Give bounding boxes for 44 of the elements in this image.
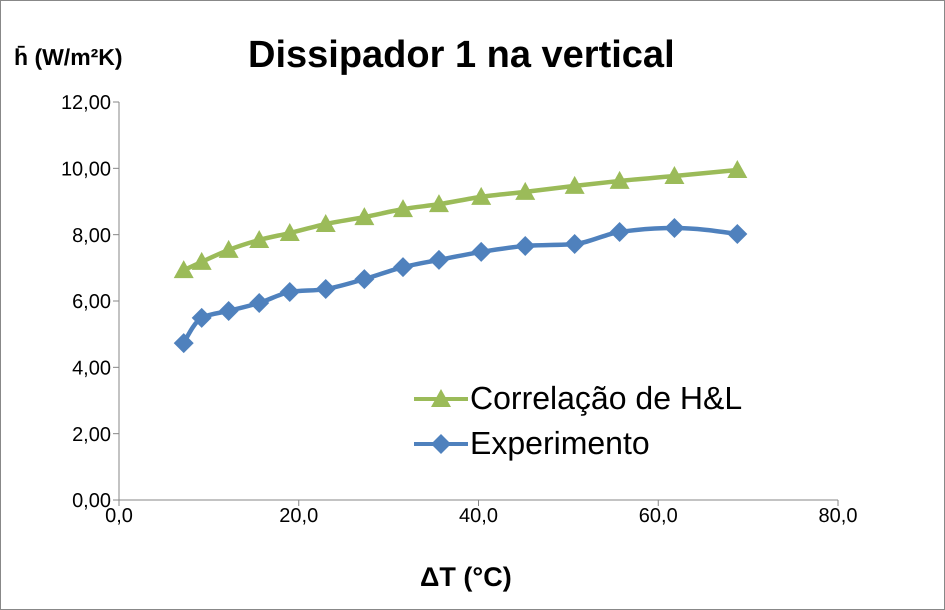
point (610, 222, 630, 242)
point (727, 224, 748, 244)
point (174, 333, 194, 354)
legend-label: Correlação de H&L (470, 380, 742, 417)
point (249, 292, 270, 313)
y-tick-label: 4,00 (72, 357, 111, 380)
legend-label: Experimento (470, 425, 650, 462)
y-tick-label: 12,00 (60, 92, 111, 114)
point (727, 160, 748, 178)
point (192, 252, 212, 270)
point (428, 194, 449, 212)
point (515, 236, 536, 256)
point (280, 223, 300, 242)
x-tick-label: 80,0 (818, 505, 858, 528)
y-tick-label: 2,00 (72, 424, 111, 446)
point (564, 234, 585, 254)
point (316, 279, 336, 300)
y-tick-label: 6,00 (72, 291, 111, 314)
point (354, 269, 374, 290)
point (316, 214, 336, 232)
point (664, 166, 684, 184)
point (192, 308, 212, 328)
point (393, 257, 414, 278)
point (564, 176, 585, 194)
point (354, 207, 374, 226)
point (428, 250, 449, 270)
x-tick-label: 40,0 (459, 505, 498, 528)
x-axis-title: ΔT (°C) (420, 562, 512, 593)
point (218, 300, 239, 321)
x-tick-label: 20,0 (279, 505, 318, 528)
point (471, 242, 492, 262)
point (249, 230, 270, 248)
point (174, 260, 194, 278)
point (610, 170, 630, 189)
point (393, 199, 414, 218)
x-tick-label: 60,0 (638, 505, 678, 528)
y-tick-label: 8,00 (72, 224, 111, 247)
y-tick-label: 10,00 (60, 158, 111, 180)
point (218, 240, 239, 258)
point (471, 186, 492, 205)
y-axis-title: h̄ (W/m²K) (14, 44, 123, 71)
point (280, 282, 300, 302)
chart-title: Dissipador 1 na vertical (248, 34, 675, 77)
point (515, 182, 536, 200)
